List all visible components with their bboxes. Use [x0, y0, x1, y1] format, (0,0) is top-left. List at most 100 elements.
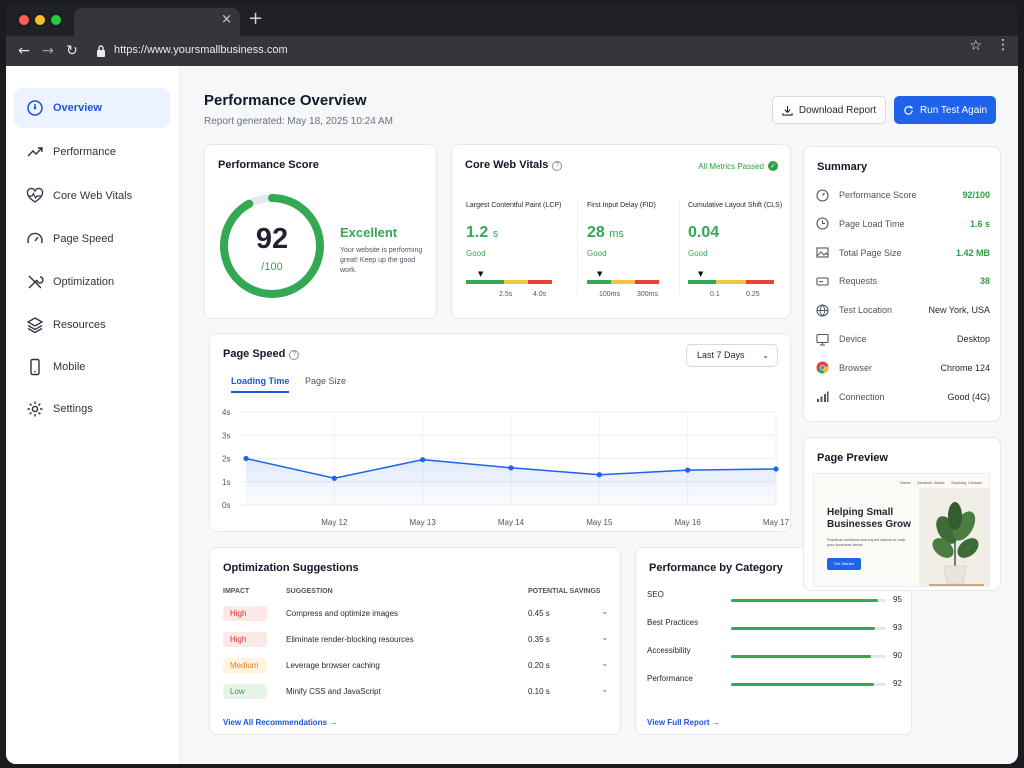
marker-icon: ▼	[597, 270, 603, 278]
clock-icon	[816, 217, 829, 230]
maximize-window-button[interactable]	[51, 15, 61, 25]
category-bar-fill	[731, 627, 876, 630]
category-bar	[731, 655, 886, 658]
layers-icon	[26, 317, 44, 334]
summary-label: Test Location	[839, 305, 893, 316]
category-bar	[731, 627, 886, 630]
data-point	[685, 467, 691, 473]
summary-row: Browser Chrome 124	[816, 360, 990, 376]
tick-label: 300ms	[637, 291, 659, 298]
trend-icon	[27, 147, 43, 157]
summary-value: 1.42 MB	[955, 247, 990, 258]
reload-icon[interactable]: ↻	[66, 43, 78, 59]
sidebar-item-label: Overview	[53, 102, 102, 114]
metric-name: Cumulative Layout Shift (CLS)	[688, 202, 783, 209]
chevron-down-icon[interactable]: ⌄	[601, 607, 609, 617]
score-max: /100	[261, 261, 283, 273]
card-title: Performance by Category	[649, 562, 783, 574]
signal-icon	[817, 391, 829, 403]
tab-strip: × +	[6, 4, 1018, 36]
card-title-text: Page Speed	[223, 348, 286, 360]
sidebar-item-settings[interactable]: Settings	[14, 389, 170, 429]
server-icon	[816, 277, 829, 286]
summary-row: Connection Good (4G)	[816, 389, 990, 405]
suggestion-text: Leverage browser caching	[286, 661, 380, 670]
optimization-card: Optimization Suggestions IMPACT SUGGESTI…	[209, 547, 621, 735]
page-title: Performance Overview	[204, 92, 367, 109]
savings-value: 0.10 s	[528, 687, 550, 696]
chevron-down-icon[interactable]: ⌄	[601, 659, 609, 669]
tick-label: 100ms	[599, 291, 621, 298]
summary-value: New York, USA	[928, 305, 990, 316]
y-tick-label: 4s	[222, 408, 230, 417]
preview-nav-item: About	[934, 480, 945, 485]
browser-menu-icon[interactable]: ⋮	[996, 37, 1010, 53]
score-description: Your website is performing great! Keep u…	[340, 247, 423, 274]
summary-value: Chrome 124	[940, 362, 990, 373]
marker-icon: ▼	[478, 270, 484, 278]
info-icon[interactable]: ?	[289, 350, 300, 360]
new-tab-button[interactable]: +	[248, 8, 264, 29]
sidebar-item-core-web-vitals[interactable]: Core Web Vitals	[14, 176, 170, 216]
tab-loading-time[interactable]: Loading Time	[231, 376, 290, 393]
tab-page-size[interactable]: Page Size	[305, 376, 347, 386]
card-title: Summary	[817, 161, 868, 173]
sidebar-item-performance[interactable]: Performance	[14, 132, 170, 172]
minimize-window-button[interactable]	[35, 15, 45, 25]
all-passed-badge: All Metrics Passed ✓	[698, 161, 778, 171]
suggestion-text: Compress and optimize images	[286, 609, 399, 618]
sidebar-item-optimization[interactable]: Optimization	[14, 262, 170, 302]
sidebar-item-overview[interactable]: Overview	[14, 88, 170, 128]
download-report-button[interactable]: Download Report	[772, 96, 886, 124]
sidebar-item-page-speed[interactable]: Page Speed	[14, 219, 170, 259]
chevron-down-icon[interactable]: ⌄	[601, 685, 609, 695]
chevron-down-icon[interactable]: ⌄	[601, 633, 609, 643]
threshold-bar	[688, 280, 774, 284]
metric-value: 1.2 s	[466, 224, 498, 242]
table-row[interactable]: Medium Leverage browser caching 0.20 s ⌄	[210, 654, 622, 680]
tools-icon	[28, 275, 44, 289]
close-window-button[interactable]	[19, 15, 29, 25]
view-full-report-link[interactable]: View Full Report →	[647, 718, 720, 727]
dashboard-page: Overview Performance Core Web Vitals Pag…	[6, 66, 1018, 764]
report-timestamp: Report generated: May 18, 2025 10:24 AM	[204, 116, 394, 127]
card-title-text: Core Web Vitals	[465, 159, 549, 171]
preview-nav-item: Stocking	[951, 480, 967, 485]
sidebar-item-mobile[interactable]: Mobile	[14, 347, 170, 387]
lock-icon	[97, 45, 105, 57]
data-point	[420, 457, 426, 463]
bookmark-star-icon[interactable]: ☆	[969, 38, 982, 54]
all-passed-text: All Metrics Passed	[698, 161, 764, 171]
date-range-select[interactable]: Last 7 Days ⌄	[686, 344, 778, 367]
tick-label: 0.25	[746, 291, 760, 298]
sidebar-item-label: Settings	[53, 403, 93, 415]
close-tab-icon[interactable]: ×	[221, 12, 232, 27]
site-preview-thumbnail[interactable]: Home Services About Stocking Contact Helping…	[813, 473, 990, 587]
column-header: SUGGESTION	[286, 588, 333, 595]
data-point	[331, 475, 337, 481]
x-tick-label: May 16	[675, 518, 702, 527]
impact-badge: Low	[223, 684, 267, 699]
table-row[interactable]: High Compress and optimize images 0.45 s ⌄	[210, 602, 622, 628]
table-row[interactable]: High Eliminate render-blocking resources 0…	[210, 628, 622, 654]
view-all-recommendations-link[interactable]: View All Recommendations →	[223, 718, 338, 727]
metric-name: First Input Delay (FID)	[587, 202, 656, 209]
forward-icon[interactable]: →	[42, 43, 54, 59]
browser-tab[interactable]: ×	[74, 8, 240, 36]
table-row[interactable]: Low Minify CSS and JavaScript 0.10 s ⌄	[210, 680, 622, 706]
divider	[679, 199, 680, 295]
summary-label: Requests	[839, 276, 878, 287]
category-score: 95	[893, 595, 902, 604]
run-test-button[interactable]: Run Test Again	[894, 96, 996, 124]
core-web-vitals-card: Core Web Vitals? All Metrics Passed ✓ Lar…	[451, 144, 791, 319]
download-report-label: Download Report	[798, 104, 877, 116]
info-icon[interactable]: ?	[552, 161, 563, 171]
score-rating: Excellent	[340, 225, 398, 240]
sidebar-item-resources[interactable]: Resources	[14, 305, 170, 345]
category-score: 92	[893, 679, 902, 688]
back-icon[interactable]: ←	[18, 43, 30, 59]
column-header: IMPACT	[223, 588, 250, 595]
card-title: Core Web Vitals?	[465, 159, 563, 171]
monitor-icon	[816, 333, 829, 346]
omnibox[interactable]: https://www.yoursmallbusiness.com	[92, 40, 996, 62]
